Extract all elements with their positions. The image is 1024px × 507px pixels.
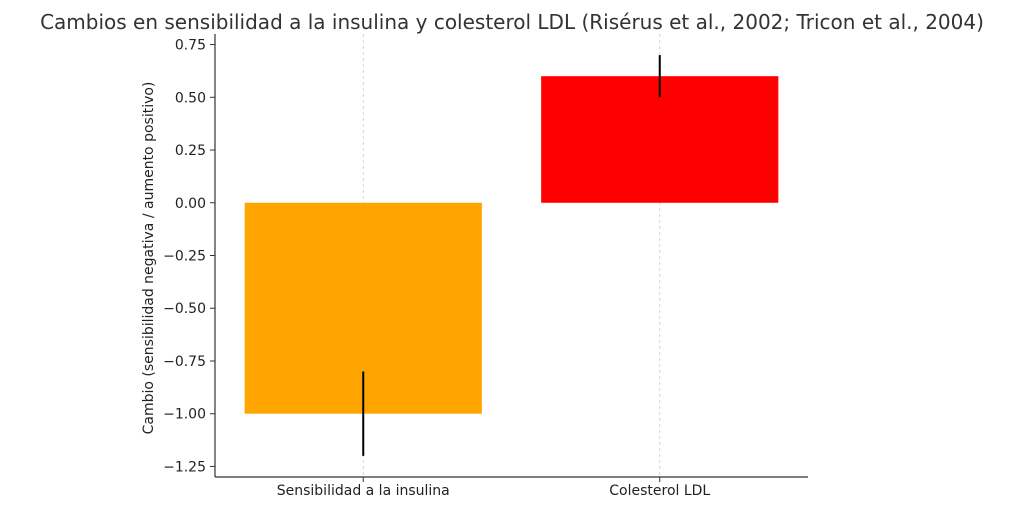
bars: [244, 76, 779, 414]
y-tick-label: −0.25: [163, 249, 206, 265]
error-bars: [362, 55, 661, 456]
y-ticks: 0.75 0.50 0.25 0.00 −0.25 −0.50 −0.75 −1.00 −1.2…: [163, 38, 215, 475]
y-axis-label: Cambio (sensibilidad negativa / aumento …: [141, 82, 157, 435]
y-tick-label: −0.75: [163, 354, 206, 370]
x-tick-label: Colesterol LDL: [609, 483, 710, 499]
y-tick-label: −1.25: [163, 459, 206, 475]
y-tick-label: 0.50: [175, 90, 206, 106]
y-tick-label: 0.25: [175, 143, 206, 159]
chart-title: Cambios en sensibilidad a la insulina y …: [40, 10, 984, 34]
y-tick-label: −0.50: [163, 301, 206, 317]
y-tick-label: 0.75: [175, 38, 206, 54]
y-tick-label: 0.00: [175, 196, 206, 212]
y-tick-label: −1.00: [163, 407, 206, 423]
x-tick-label: Sensibilidad a la insulina: [277, 483, 450, 499]
x-ticks: Sensibilidad a la insulina Colesterol LDL: [277, 477, 710, 499]
